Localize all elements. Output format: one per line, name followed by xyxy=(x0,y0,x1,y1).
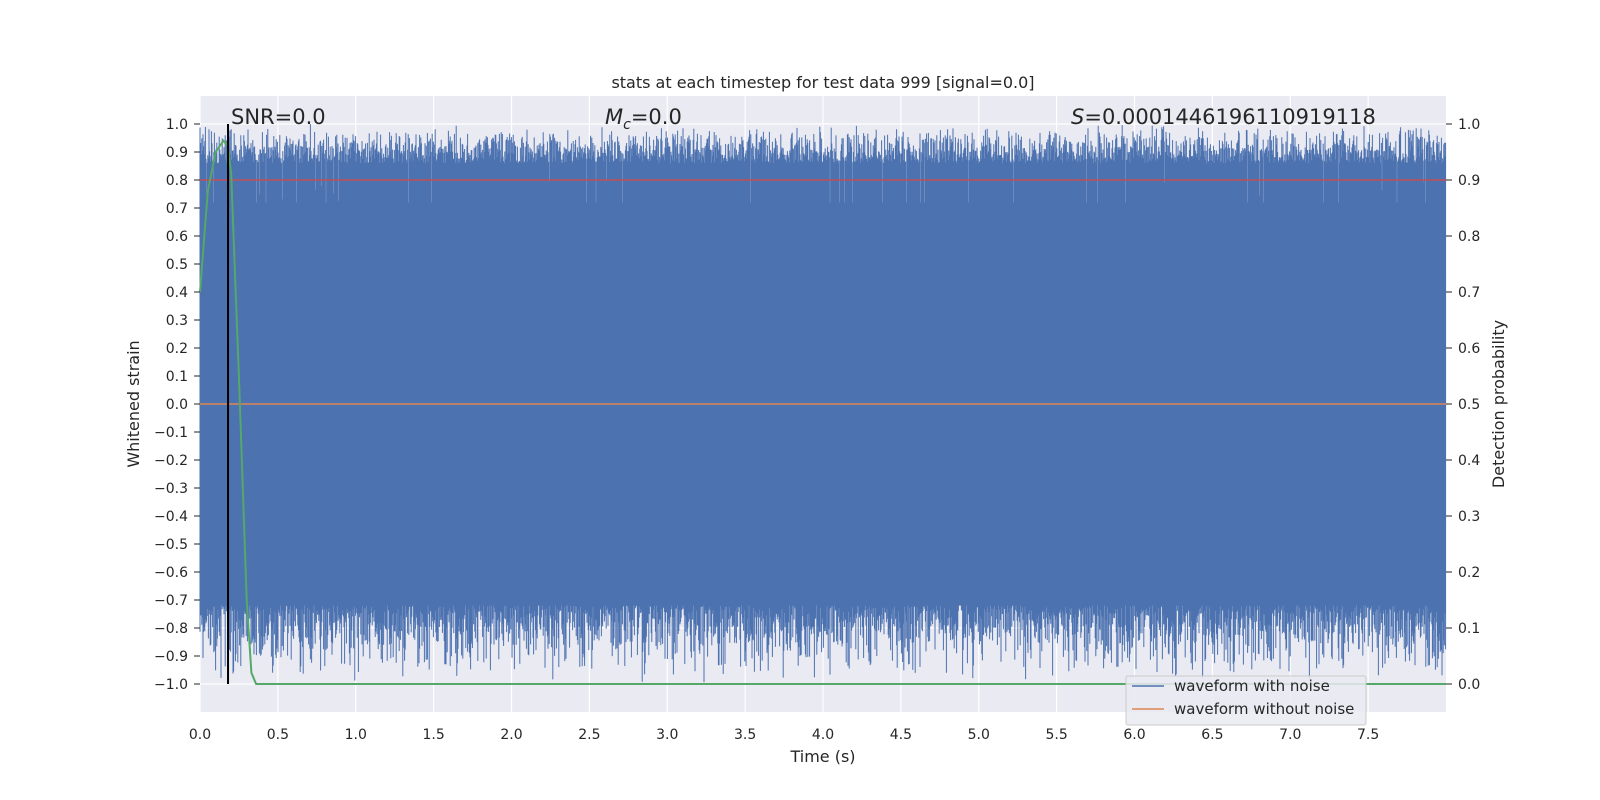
y-left-tick-label: −1.0 xyxy=(154,677,188,693)
x-tick-label: 7.5 xyxy=(1357,727,1379,743)
x-tick-label: 5.0 xyxy=(968,727,990,743)
y-left-tick-label: 1.0 xyxy=(166,117,188,133)
y-right-tick-label: 0.7 xyxy=(1458,285,1480,301)
x-axis-ticks: 0.0 0.5 1.0 1.5 2.0 2.5 3.0 3.5 4.0 4.5 5.0 5.5 6.0 6… xyxy=(189,727,1379,743)
x-tick-label: 3.5 xyxy=(734,727,756,743)
x-tick-label: 6.5 xyxy=(1201,727,1223,743)
x-tick-label: 4.0 xyxy=(812,727,834,743)
y-right-tick-label: 0.8 xyxy=(1458,229,1480,245)
y-left-tick-label: 0.9 xyxy=(166,145,188,161)
y-right-tick-label: 0.6 xyxy=(1458,341,1480,357)
y-left-tick-label: −0.4 xyxy=(154,509,188,525)
right-y-axis-ticks: 1.0 0.9 0.8 0.7 0.6 0.5 0.4 0.3 0.2 0.1 0.0 xyxy=(1446,117,1480,693)
y-left-tick-label: 0.4 xyxy=(166,285,188,301)
x-tick-label: 3.0 xyxy=(656,727,678,743)
x-tick-label: 2.5 xyxy=(578,727,600,743)
s-symbol: S xyxy=(1071,105,1084,129)
waveform-with-noise-series xyxy=(199,124,1447,683)
y-left-tick-label: 0.8 xyxy=(166,173,188,189)
chirp-mass-symbol: M xyxy=(605,105,623,129)
x-tick-label: 1.5 xyxy=(422,727,444,743)
y-left-tick-label: −0.7 xyxy=(154,593,188,609)
y-right-tick-label: 0.3 xyxy=(1458,509,1480,525)
chirp-mass-annotation: Mc=0.0 xyxy=(605,105,682,133)
y-right-tick-label: 1.0 xyxy=(1458,117,1480,133)
noise-strokes xyxy=(199,124,1447,683)
chirp-mass-value: =0.0 xyxy=(631,105,682,129)
legend-box xyxy=(1125,675,1367,726)
y-right-tick-label: 0.2 xyxy=(1458,565,1480,581)
y-left-tick-label: −0.9 xyxy=(154,649,188,665)
y-left-tick-label: −0.6 xyxy=(154,565,188,581)
y-left-tick-label: −0.2 xyxy=(154,453,188,469)
y-right-tick-label: 0.9 xyxy=(1458,173,1480,189)
legend-label-noise: waveform with noise xyxy=(1174,677,1330,695)
left-y-axis-ticks: 1.0 0.9 0.8 0.7 0.6 0.5 0.4 0.3 0.2 0.1 0.0 −0.1 −0.… xyxy=(154,117,200,693)
y-right-tick-label: 0.5 xyxy=(1458,397,1480,413)
chart-title: stats at each timestep for test data 999… xyxy=(611,73,1034,92)
y-right-tick-label: 0.4 xyxy=(1458,453,1480,469)
s-annotation: S=0.0001446196110919118 xyxy=(1071,105,1376,129)
s-value: =0.0001446196110919118 xyxy=(1084,105,1376,129)
y-left-tick-label: −0.3 xyxy=(154,481,188,497)
detection-probability-line xyxy=(199,139,1446,685)
y-right-tick-label: 0.1 xyxy=(1458,621,1480,637)
y-right-tick-label: 0.0 xyxy=(1458,677,1480,693)
y-left-tick-label: −0.1 xyxy=(154,425,188,441)
y-left-tick-label: −0.5 xyxy=(154,537,188,553)
y-left-tick-label: 0.3 xyxy=(166,313,188,329)
x-tick-label: 6.0 xyxy=(1123,727,1145,743)
x-tick-label: 7.0 xyxy=(1279,727,1301,743)
x-tick-label: 0.0 xyxy=(189,727,211,743)
x-tick-label: 5.5 xyxy=(1045,727,1067,743)
y-left-tick-label: 0.7 xyxy=(166,201,188,217)
snr-annotation: SNR=0.0 xyxy=(231,105,326,129)
y-left-tick-label: −0.8 xyxy=(154,621,188,637)
x-tick-label: 1.0 xyxy=(345,727,367,743)
x-tick-label: 0.5 xyxy=(267,727,289,743)
y-axis-left-label: Whitened strain xyxy=(124,340,143,467)
legend: waveform with noise waveform without noi… xyxy=(1125,675,1367,726)
x-axis-label: Time (s) xyxy=(789,747,855,766)
y-left-tick-label: 0.6 xyxy=(166,229,188,245)
y-axis-right-label: Detection probability xyxy=(1489,320,1508,488)
y-left-tick-label: 0.2 xyxy=(166,341,188,357)
x-tick-label: 4.5 xyxy=(890,727,912,743)
chirp-mass-subscript: c xyxy=(623,117,631,133)
legend-label-clean: waveform without noise xyxy=(1174,700,1354,718)
y-left-tick-label: 0.1 xyxy=(166,369,188,385)
y-left-tick-label: 0.5 xyxy=(166,257,188,273)
x-tick-label: 2.0 xyxy=(500,727,522,743)
y-left-tick-label: 0.0 xyxy=(166,397,188,413)
